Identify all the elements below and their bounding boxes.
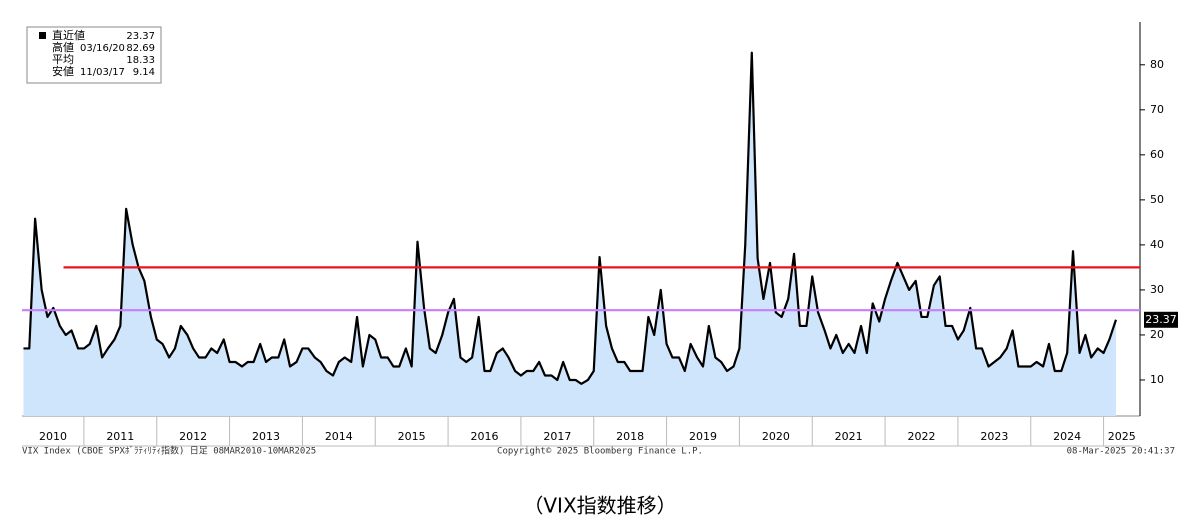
x-tick-label: 2017: [543, 430, 571, 443]
y-tick-label: 60: [1150, 148, 1164, 161]
legend-marker: [39, 32, 46, 39]
y-tick-label: 70: [1150, 103, 1164, 116]
x-tick-label: 2019: [689, 430, 717, 443]
x-tick-label: 2022: [907, 430, 935, 443]
caption: （VIX指数推移）: [523, 494, 676, 518]
x-tick-label: 2013: [252, 430, 280, 443]
x-tick-label: 2011: [106, 430, 134, 443]
legend-date: 03/16/20: [80, 43, 125, 54]
y-tick-label: 20: [1150, 328, 1164, 341]
y-tick-label: 30: [1150, 283, 1164, 296]
footer-center: Copyright© 2025 Bloomberg Finance L.P.: [497, 447, 703, 457]
last-value-badge: [1144, 311, 1178, 328]
y-tick-label: 80: [1150, 58, 1164, 71]
legend-label: 高値: [52, 40, 74, 54]
line: [23, 51, 1118, 385]
x-tick-label: 2016: [470, 430, 498, 443]
legend: 直近値 23.37 高値 03/16/20 82.69 平均 18.33 安値 11/03/17…: [26, 26, 162, 84]
x-tick-label: 2015: [398, 430, 426, 443]
y-tick-label: 10: [1150, 373, 1164, 386]
y-tick-label: 40: [1150, 238, 1164, 251]
x-tick-label: 2014: [325, 430, 353, 443]
legend-label: 直近値: [52, 28, 85, 42]
legend-label: 安値: [52, 64, 74, 78]
x-tick-label: 2010: [39, 430, 67, 443]
footer-left: VIX Index (CBOE SPXﾎﾞﾗﾃｨﾘﾃｨ指数) 日足 08MAR2…: [22, 445, 316, 457]
area: [23, 52, 1116, 416]
x-tick-label: 2021: [835, 430, 863, 443]
legend-value: 18.33: [126, 55, 155, 66]
legend-value: 82.69: [126, 43, 155, 54]
x-tick-label: 2024: [1053, 430, 1081, 443]
legend-box: [26, 26, 162, 84]
footer-right: 08-Mar-2025 20:41:37: [1067, 447, 1175, 457]
x-tick-label: 2023: [980, 430, 1008, 443]
y-tick-label: 50: [1150, 193, 1164, 206]
x-tick-label: 2025: [1108, 430, 1136, 443]
x-tick-label: 2020: [762, 430, 790, 443]
last-value-label: 23.37: [1145, 313, 1177, 326]
legend-label: 平均: [52, 53, 74, 66]
x-tick-label: 2012: [179, 430, 207, 443]
x-tick-label: 2018: [616, 430, 644, 443]
legend-date: 11/03/17: [80, 67, 125, 78]
legend-value: 23.37: [126, 31, 155, 42]
legend-value: 9.14: [133, 67, 155, 78]
